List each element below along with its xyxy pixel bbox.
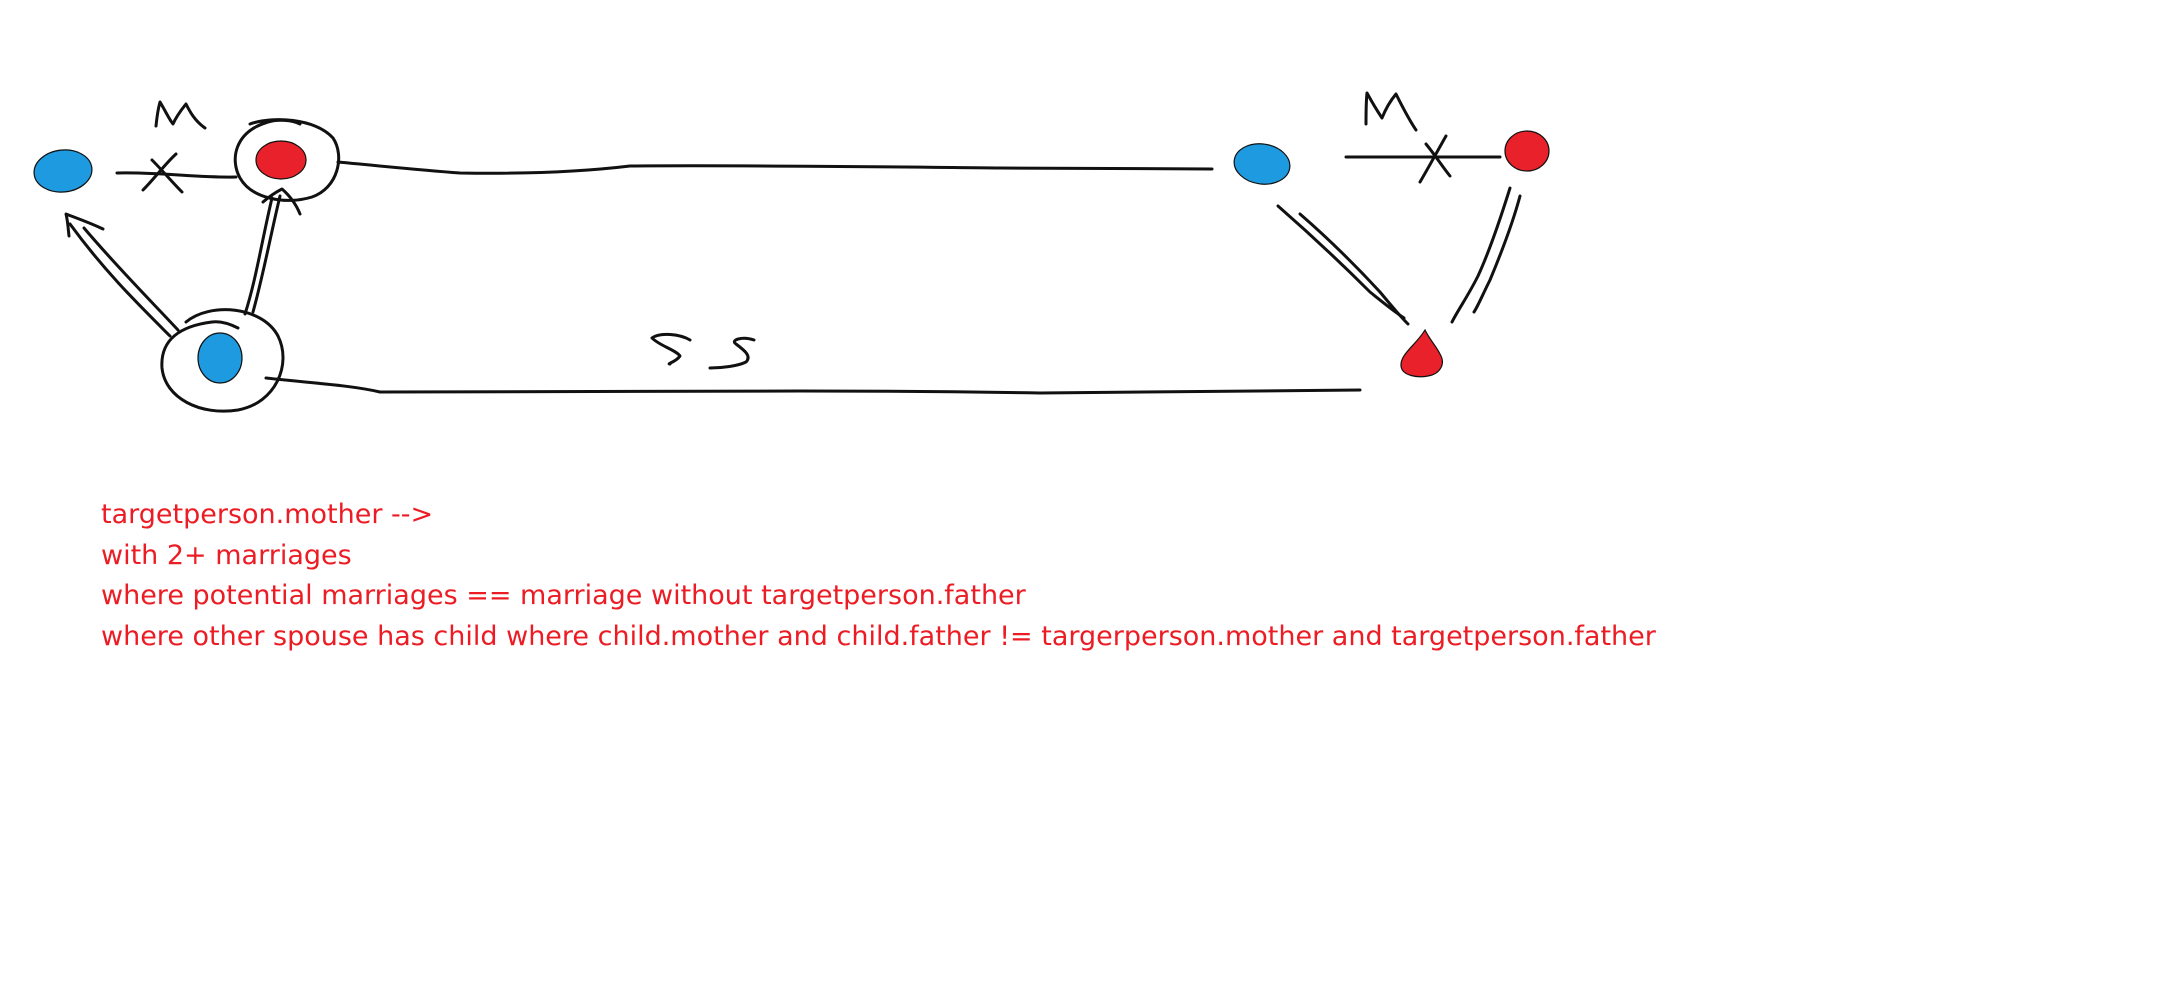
left-mother-node xyxy=(255,140,307,180)
right-spouse-to-child-line-2 xyxy=(1298,212,1410,326)
other-partner-node xyxy=(1504,130,1550,172)
left-child-to-mother-line-1 xyxy=(243,196,274,316)
left-child-to-mother-line-2 xyxy=(251,194,282,314)
left-child-circle xyxy=(160,308,285,413)
left-father-node xyxy=(33,149,93,193)
left-child-to-father-line-2 xyxy=(82,226,180,332)
right-spouse-to-child-line-1 xyxy=(1276,204,1406,320)
note-line: where potential marriages == marriage wi… xyxy=(101,580,1026,611)
note-line: with 2+ marriages xyxy=(101,539,352,571)
left-marriage-label-m xyxy=(154,100,207,130)
left-child-to-father-arrowhead xyxy=(64,212,105,238)
left-marriage-cross xyxy=(141,152,184,194)
mother-to-other-spouse-line xyxy=(336,160,1214,175)
left-child-to-father-line-1 xyxy=(68,222,172,338)
right-marriage-cross xyxy=(1418,134,1452,184)
left-marriage-line xyxy=(115,171,238,179)
left-child-to-mother-arrowhead xyxy=(261,187,302,216)
step-sibling-node xyxy=(1400,328,1443,378)
other-spouse-node xyxy=(1233,143,1291,185)
right-marriage-label-m xyxy=(1364,91,1418,132)
right-partner-to-child-line-1 xyxy=(1450,186,1512,324)
left-child-node xyxy=(197,332,243,384)
query-notes: targetperson.mother --> with 2+ marriage… xyxy=(101,495,1656,657)
right-partner-to-child-line-2 xyxy=(1472,194,1522,314)
note-line: targetperson.mother --> xyxy=(101,499,434,530)
step-sibling-label-ss xyxy=(650,332,756,370)
step-sibling-line xyxy=(264,376,1362,395)
note-line: where other spouse has child where child… xyxy=(101,620,1656,652)
